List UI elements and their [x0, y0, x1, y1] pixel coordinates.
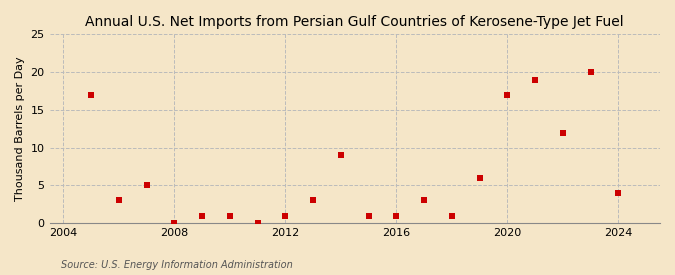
Point: [141, 183, 152, 188]
Point: [558, 130, 568, 135]
Point: [446, 213, 457, 218]
Point: [502, 93, 513, 97]
Point: [225, 213, 236, 218]
Point: [113, 198, 124, 203]
Point: [335, 153, 346, 157]
Point: [86, 93, 97, 97]
Point: [280, 213, 291, 218]
Point: [363, 213, 374, 218]
Point: [169, 221, 180, 225]
Point: [475, 176, 485, 180]
Point: [530, 78, 541, 82]
Point: [308, 198, 319, 203]
Point: [418, 198, 429, 203]
Point: [252, 221, 263, 225]
Point: [585, 70, 596, 74]
Title: Annual U.S. Net Imports from Persian Gulf Countries of Kerosene-Type Jet Fuel: Annual U.S. Net Imports from Persian Gul…: [86, 15, 624, 29]
Point: [613, 191, 624, 195]
Text: Source: U.S. Energy Information Administration: Source: U.S. Energy Information Administ…: [61, 260, 292, 270]
Point: [391, 213, 402, 218]
Point: [196, 213, 207, 218]
Y-axis label: Thousand Barrels per Day: Thousand Barrels per Day: [15, 56, 25, 201]
